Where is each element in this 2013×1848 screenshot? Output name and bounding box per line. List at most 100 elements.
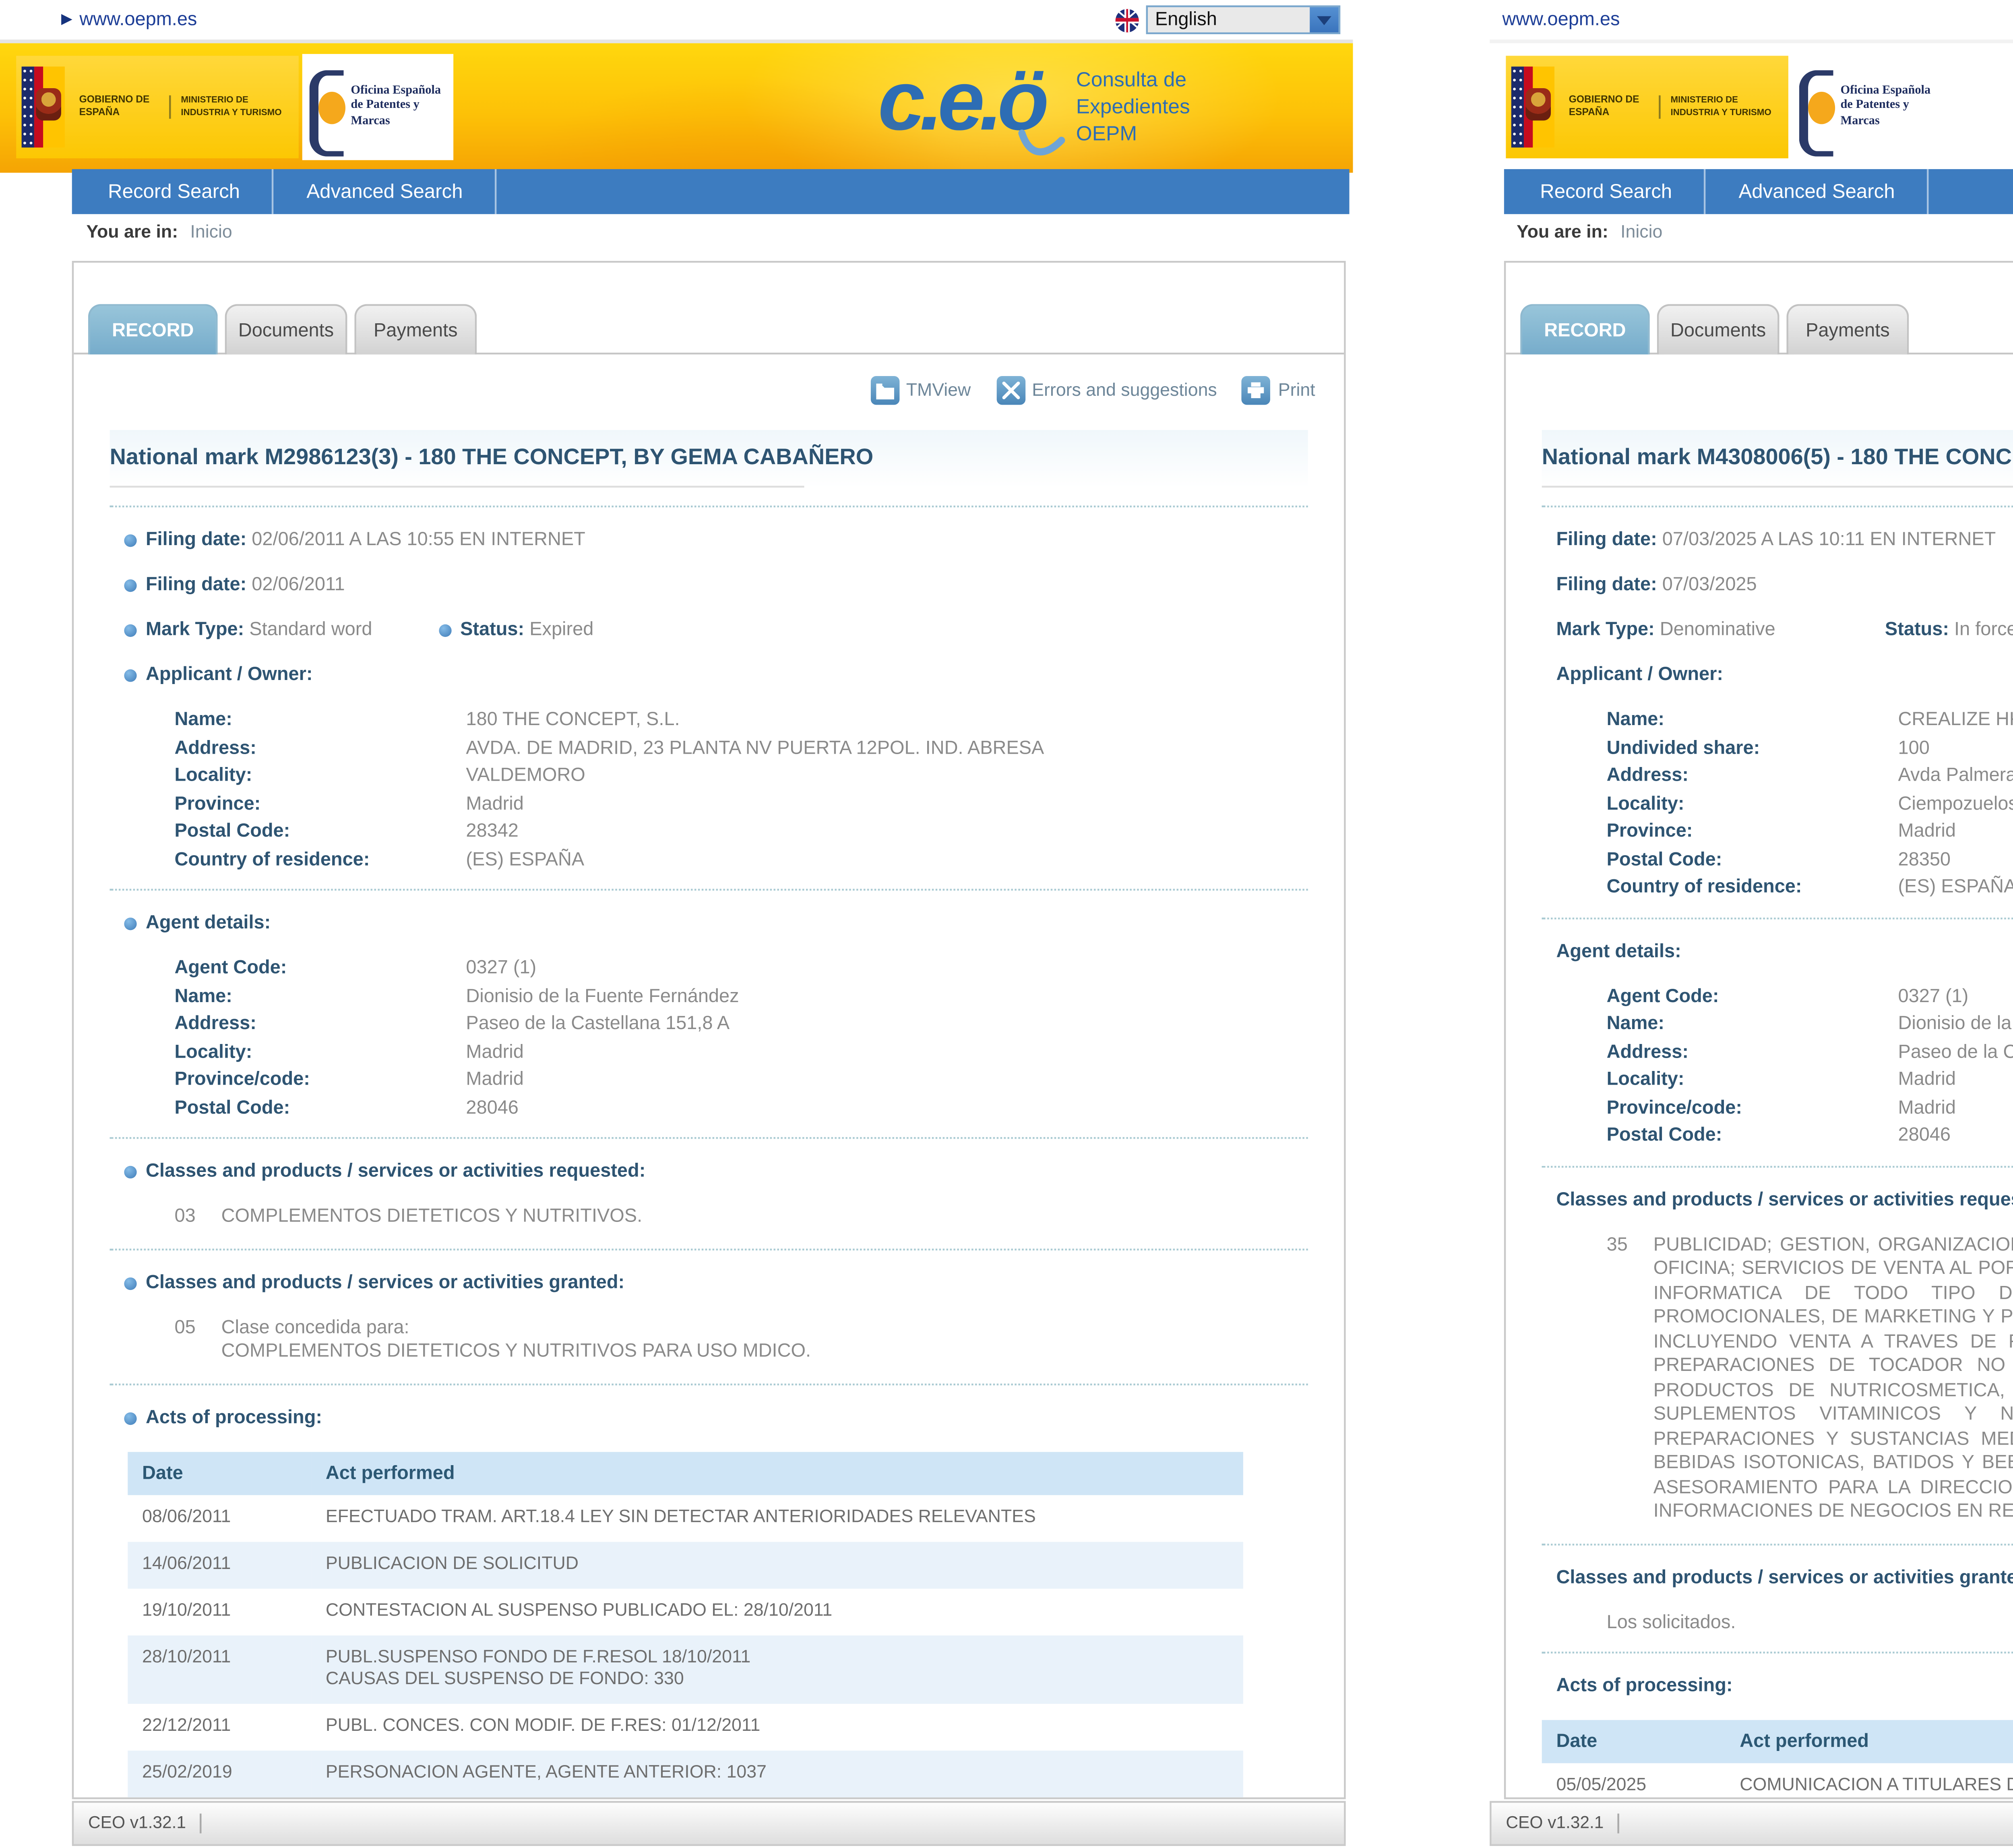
tab-record[interactable]: RECORD <box>1520 304 1650 355</box>
col-header-date: Date <box>1542 1719 1726 1763</box>
tab-documents[interactable]: Documents <box>225 304 347 355</box>
field-row: Locality: Madrid <box>1606 1069 1956 1091</box>
page-title: National mark M2986123(3) - 180 THE CONC… <box>110 444 874 470</box>
printer-icon <box>1242 376 1271 405</box>
col-header-date: Date <box>128 1451 312 1495</box>
language-area: English <box>1115 4 1341 36</box>
field-row: Province/code: Madrid <box>174 1069 524 1091</box>
field-row: Postal Code: 28350 <box>1606 848 1951 870</box>
table-row: 08/06/2011 EFECTUADO TRAM. ART.18.4 LEY S… <box>142 1507 1036 1527</box>
agent-details-header: Agent details: <box>124 912 1308 936</box>
classes-requested-header: Classes and products / services or activ… <box>124 1160 1308 1184</box>
gobierno-logo: GOBIERNO DE ESPAÑA MINISTERIO DE INDUSTR… <box>1506 56 1788 159</box>
ceo-swoosh-icon <box>1018 129 1065 155</box>
table-row: 03/05/2023PUBLIC. CADUCIDAD FECH. RESOL:… <box>128 1796 1243 1797</box>
spain-flag-icon <box>1511 66 1554 148</box>
top-bar: ▶ www.oepm.es English <box>0 0 1393 40</box>
mark-type-status-row: Mark Type: Denominative Status: In force <box>1556 619 2013 642</box>
title-block: National mark M2986123(3) - 180 THE CONC… <box>110 430 1308 488</box>
errors-suggestions-button[interactable]: Errors and suggestions <box>996 376 1217 405</box>
breadcrumb-link-inicio[interactable]: Inicio <box>1620 223 1663 243</box>
acts-table: Date Act performed 08/06/2011 EFECTUADO T… <box>128 1451 1243 1797</box>
nav-advanced-search[interactable]: Advanced Search <box>1706 169 1929 214</box>
coat-of-arms-icon <box>36 88 61 121</box>
tab-documents[interactable]: Documents <box>1657 304 1779 355</box>
oepm-mark-icon <box>1799 69 1835 156</box>
tab-bar: RECORD Documents Payments <box>74 263 1344 355</box>
table-header-row: Date Act performed <box>1542 1719 2013 1763</box>
tmview-button[interactable]: TMView <box>870 376 971 405</box>
status-value: In force <box>1954 619 2013 641</box>
gobierno-logo: GOBIERNO DE ESPAÑA MINISTERIO DE INDUSTR… <box>16 56 299 159</box>
table-row: 19/10/2011 CONTESTACION AL SUSPENSO PUBLI… <box>142 1600 833 1621</box>
nav-record-search[interactable]: Record Search <box>76 169 274 214</box>
top-bar: www.oepm.es English <box>1490 0 2013 40</box>
field-row: Address:Paseo de la Castellana 151,8 A <box>174 1013 730 1035</box>
col-header-act: Act performed <box>311 1451 1243 1495</box>
field-row: Address:Avda Palmeras 16 Nave B 4. Pol L… <box>1606 765 2013 786</box>
breadcrumb: You are in: Inicio <box>86 223 232 243</box>
field-row: Name:Dionisio de la Fuente Fernández <box>174 985 739 1007</box>
coat-of-arms-icon <box>1525 88 1551 121</box>
ministerio-label: MINISTERIO DE INDUSTRIA Y TURISMO <box>181 95 282 118</box>
oepm-home-link[interactable]: ▶ www.oepm.es <box>61 9 197 31</box>
field-row: Undivided share: 100 <box>1606 736 1930 759</box>
language-select[interactable]: English <box>1146 5 1341 34</box>
filing-date-row-1: Filing date: 07/03/2025 A LAS 10:11 EN I… <box>1556 529 1996 551</box>
tab-payments[interactable]: Payments <box>354 304 477 355</box>
record-details: Filing date: 07/03/2025 A LAS 10:11 EN I… <box>1506 505 2013 1698</box>
header-banner: GOBIERNO DE ESPAÑA MINISTERIO DE INDUSTR… <box>1490 39 2013 173</box>
field-row: Agent Code: 0327 (1) <box>1606 985 1969 1007</box>
left-window: ▶ www.oepm.es English GOBIERNO DE ESP <box>0 0 1393 1848</box>
title-block: National mark M4308006(5) - 180 THE CONC… <box>1542 430 2013 488</box>
filing-date-row-2: Filing date: 07/03/2025 <box>1556 574 1757 596</box>
class-requested-item: 35 PUBLICIDAD; GESTION, ORGANIZACION Y A… <box>1606 1233 2013 1522</box>
filing-date-row-1: Filing date: 02/06/2011 A LAS 10:55 EN I… <box>124 529 1308 552</box>
field-row: Agent Code: 0327 (1) <box>174 957 537 979</box>
toolbar: TMView Errors and suggestions Print <box>74 372 1315 408</box>
tab-bar: RECORD Documents Payments <box>1506 263 2013 355</box>
nav-record-search[interactable]: Record Search <box>1508 169 1707 214</box>
record-card: RECORD Documents Payments TMView Errors … <box>72 260 1346 1799</box>
footer-version: CEO v1.32.1 <box>1506 1813 1620 1834</box>
field-row: Name: 180 THE CONCEPT, S.L. <box>174 709 680 731</box>
field-row: Province: Madrid <box>1606 820 1956 842</box>
owner-fields: Name:CREALIZE HK SL Undivided share:100 … <box>1542 709 2013 899</box>
footer-bar: CEO v1.32.1 <box>72 1801 1346 1846</box>
applicant-owner-header: Applicant / Owner: <box>1556 664 1724 686</box>
table-row: 14/06/2011 PUBLICACION DE SOLICITUD <box>128 1541 1243 1588</box>
acts-of-processing-header: Acts of processing: <box>124 1406 1308 1429</box>
tools-icon <box>996 376 1025 405</box>
tab-payments[interactable]: Payments <box>1786 304 1909 355</box>
nav-advanced-search[interactable]: Advanced Search <box>274 169 497 214</box>
footer-bar: CEO v1.32.1 <box>1490 1801 2013 1846</box>
page-title: National mark M4308006(5) - 180 THE CONC… <box>1542 444 2013 470</box>
classes-requested-header: Classes and products / services or activ… <box>1556 1188 2013 1210</box>
breadcrumb-link-inicio[interactable]: Inicio <box>190 223 232 243</box>
class-requested-item: 03 COMPLEMENTOS DIETETICOS Y NUTRITIVOS. <box>174 1205 643 1227</box>
header-banner: GOBIERNO DE ESPAÑA MINISTERIO DE INDUSTR… <box>0 39 1353 173</box>
field-row: Locality: Ciempozuelos <box>1606 792 2013 814</box>
tab-record[interactable]: RECORD <box>88 304 218 355</box>
main-nav: Record Search Advanced Search <box>72 169 1350 214</box>
field-row: Postal Code: 28046 <box>174 1096 519 1118</box>
right-window: www.oepm.es English GOBIERNO DE ESPAÑA <box>1490 0 2013 1848</box>
acts-table: Date Act performed 05/05/2025 COMUNICACI… <box>1542 1719 2013 1797</box>
gobierno-label: GOBIERNO DE ESPAÑA <box>79 95 170 119</box>
table-row: 25/02/2019 PERSONACION AGENTE, AGENTE ANT… <box>128 1749 1243 1797</box>
title-underline <box>110 486 805 488</box>
agent-details-header: Agent details: <box>1556 940 1681 962</box>
spain-flag-icon <box>21 66 65 148</box>
filing-date-row-2: Filing date: 02/06/2011 <box>124 574 1308 597</box>
oepm-logo: Oficina Española de Patentes y Marcas <box>302 54 454 160</box>
field-row: Province: Madrid <box>174 792 524 814</box>
field-row: Name:Dionisio de la Fuente Fernández <box>1606 1013 2013 1035</box>
field-row: Country of residence: (ES) ESPAÑA <box>1606 876 2013 898</box>
classes-granted-header: Classes and products / services or activ… <box>124 1271 1308 1294</box>
folder-icon <box>870 376 899 405</box>
chevron-down-icon <box>1310 7 1339 33</box>
field-row: Province/code: Madrid <box>1606 1096 1956 1118</box>
oepm-home-link[interactable]: www.oepm.es <box>1502 9 1620 31</box>
print-button[interactable]: Print <box>1242 376 1315 405</box>
